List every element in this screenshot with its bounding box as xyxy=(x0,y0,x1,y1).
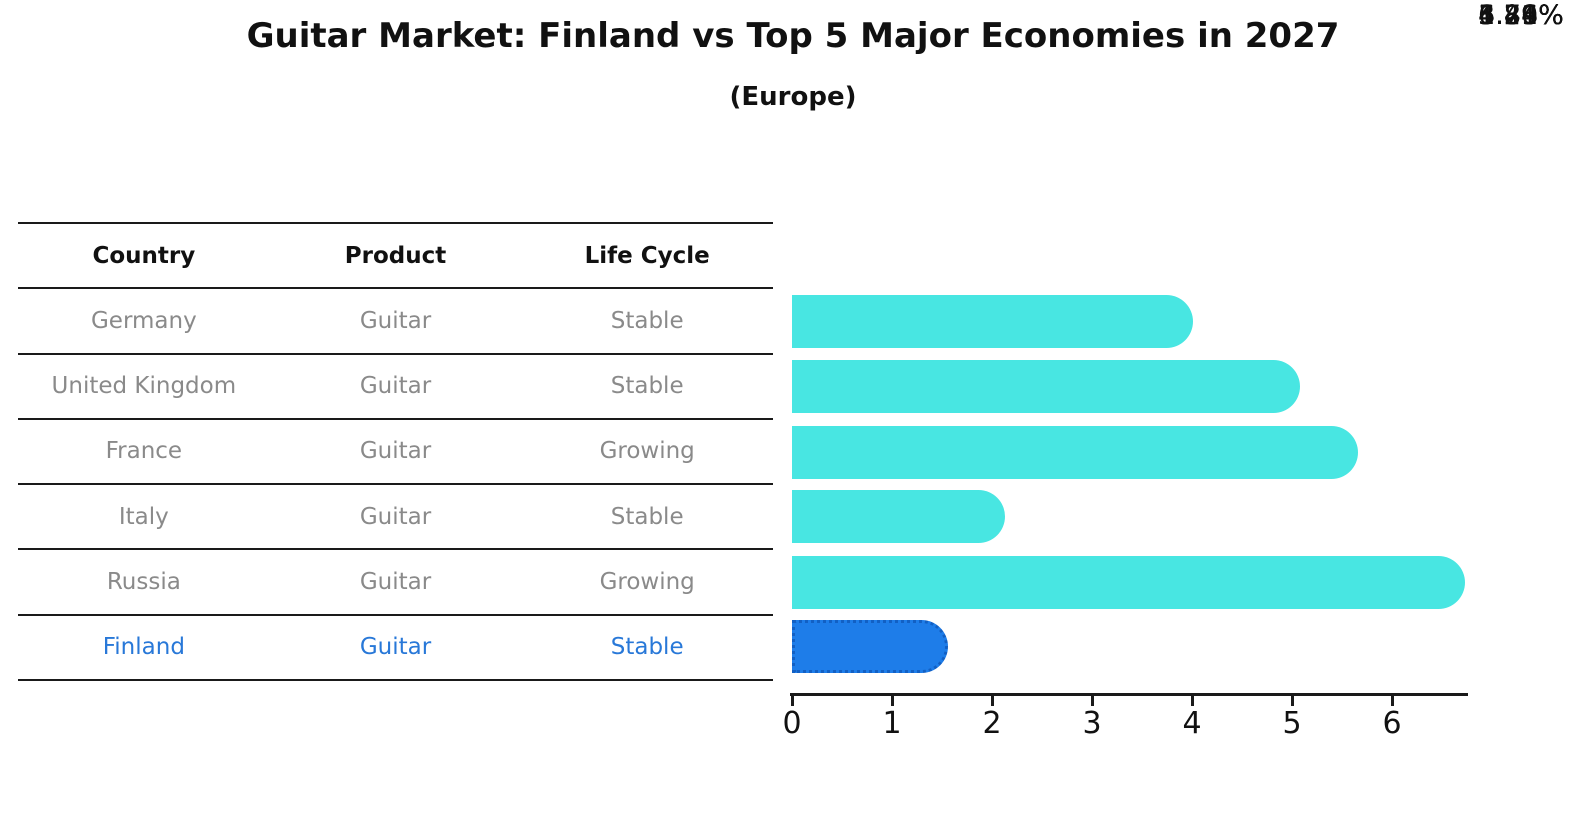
bar-united-kingdom xyxy=(792,360,1300,413)
x-tick-label-1: 1 xyxy=(882,706,902,741)
value-label-italy: 1.86% xyxy=(1478,0,1564,31)
x-tick-mark xyxy=(990,695,994,706)
life-cycle-cell: Growing xyxy=(599,569,695,596)
column-header-country: Country xyxy=(92,242,196,269)
x-tick-mark xyxy=(1090,695,1094,706)
country-cell: Finland xyxy=(102,634,185,661)
value-label-germany: 3.74% xyxy=(1478,0,1564,31)
x-tick-mark xyxy=(790,695,794,706)
product-cell: Guitar xyxy=(359,373,432,400)
table-row-united-kingdom: United Kingdom Guitar Stable xyxy=(18,355,773,420)
x-axis-line xyxy=(790,693,1468,696)
table-row-italy: Italy Guitar Stable xyxy=(18,485,773,551)
bar-finland xyxy=(792,620,948,673)
x-tick-mark xyxy=(1290,695,1294,706)
x-tick-label-6: 6 xyxy=(1382,706,1402,741)
product-cell: Guitar xyxy=(359,569,432,596)
country-table: Country Product Life Cycle Germany Guita… xyxy=(18,222,773,681)
chart-title: Guitar Market: Finland vs Top 5 Major Ec… xyxy=(246,16,1340,56)
life-cycle-cell: Stable xyxy=(610,373,684,400)
x-tick-mark xyxy=(1390,695,1394,706)
x-tick-mark xyxy=(890,695,894,706)
column-header-life-cycle: Life Cycle xyxy=(584,242,710,269)
chart-subtitle: (Europe) xyxy=(729,82,857,112)
bar-france xyxy=(792,426,1358,479)
product-cell: Guitar xyxy=(359,503,432,530)
country-cell: France xyxy=(105,438,183,465)
x-tick-mark xyxy=(1190,695,1194,706)
product-cell: Guitar xyxy=(359,307,432,334)
country-cell: Germany xyxy=(90,307,197,334)
life-cycle-cell: Stable xyxy=(610,503,684,530)
x-tick-label-0: 0 xyxy=(782,706,802,741)
life-cycle-cell: Growing xyxy=(599,438,695,465)
table-row-finland: Finland Guitar Stable xyxy=(18,616,773,681)
table-header-row: Country Product Life Cycle xyxy=(18,224,773,290)
product-cell: Guitar xyxy=(359,634,432,661)
table-row-france: France Guitar Growing xyxy=(18,420,773,486)
bar-russia xyxy=(792,556,1465,609)
value-label-united-kingdom: 4.81% xyxy=(1478,0,1564,31)
country-cell: Italy xyxy=(118,503,169,530)
value-label-finland: 1.29% xyxy=(1478,0,1564,31)
x-tick-label-2: 2 xyxy=(982,706,1002,741)
x-tick-label-5: 5 xyxy=(1282,706,1302,741)
value-label-france: 5.39% xyxy=(1478,0,1564,31)
table-row-germany: Germany Guitar Stable xyxy=(18,289,773,355)
country-cell: Russia xyxy=(106,569,181,596)
table-row-russia: Russia Guitar Growing xyxy=(18,550,773,616)
product-cell: Guitar xyxy=(359,438,432,465)
column-header-product: Product xyxy=(344,242,447,269)
life-cycle-cell: Stable xyxy=(610,634,684,661)
country-cell: United Kingdom xyxy=(51,373,237,400)
life-cycle-cell: Stable xyxy=(610,307,684,334)
bar-germany xyxy=(792,295,1193,348)
bar-italy xyxy=(792,490,1005,543)
x-tick-label-3: 3 xyxy=(1082,706,1102,741)
x-tick-label-4: 4 xyxy=(1182,706,1202,741)
value-label-russia: 6.46% xyxy=(1478,0,1564,31)
